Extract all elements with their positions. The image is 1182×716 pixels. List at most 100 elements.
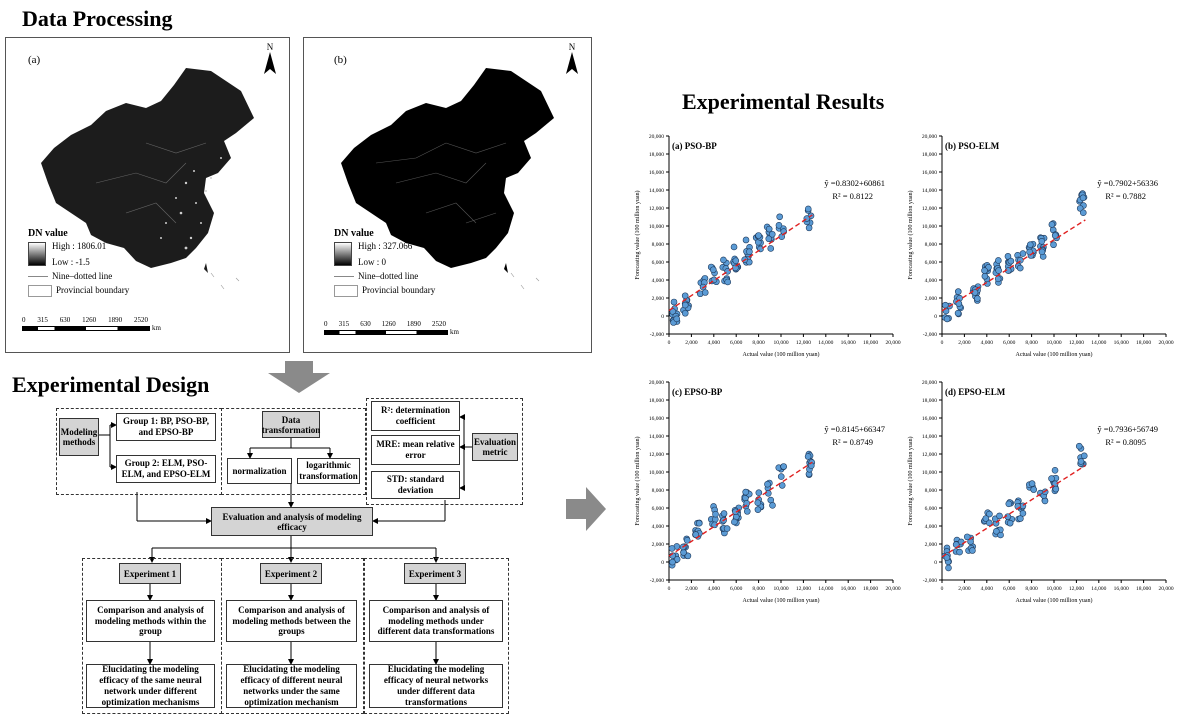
x-tick-label: 10,000 <box>773 586 788 592</box>
nine-dotted-line-swatch <box>28 276 48 278</box>
data-point <box>974 295 981 302</box>
data-point <box>954 309 962 317</box>
y-tick-label: 2,000 <box>652 296 665 302</box>
data-point <box>995 257 1002 264</box>
x-tick-label: 18,000 <box>863 586 878 592</box>
y-tick-label: 18,000 <box>922 152 937 158</box>
data-point <box>681 309 689 317</box>
provincial-boundary-swatch <box>28 285 52 297</box>
x-tick-label: 16,000 <box>841 586 856 592</box>
scale-tick: 2520 <box>133 316 148 324</box>
scale-bar-graphic <box>22 325 150 331</box>
data-point <box>754 506 762 513</box>
data-point <box>764 480 771 488</box>
x-tick-label: 4,000 <box>708 586 721 592</box>
data-point <box>981 272 989 280</box>
data-point <box>942 301 949 309</box>
data-point <box>994 275 1002 283</box>
data-point <box>1080 452 1088 460</box>
data-point <box>680 549 687 556</box>
north-label: N <box>266 42 274 52</box>
y-tick-label: 8,000 <box>652 488 665 494</box>
modeling-methods-box: Modeling methods <box>59 418 99 456</box>
y-tick-label: 20,000 <box>922 134 937 140</box>
x-tick-label: 12,000 <box>1069 340 1084 346</box>
x-tick-label: 14,000 <box>818 586 833 592</box>
data-point <box>996 512 1003 520</box>
data-point <box>1079 209 1087 217</box>
data-point <box>724 278 732 286</box>
x-tick-label: 0 <box>941 340 944 346</box>
data-point <box>720 510 728 517</box>
y-tick-label: 10,000 <box>922 470 937 476</box>
china-map-silhouette <box>341 68 554 290</box>
x-tick-label: 6,000 <box>730 586 743 592</box>
experiment1-step1: Comparison and analysis of modeling meth… <box>86 600 215 642</box>
data-point <box>1052 485 1060 493</box>
x-tick-label: 8,000 <box>752 586 765 592</box>
y-tick-label: 6,000 <box>925 260 938 266</box>
y-tick-label: 12,000 <box>649 206 664 212</box>
data-point <box>981 267 988 274</box>
nine-dotted-line-label: Nine–dotted line <box>52 271 113 281</box>
map-panel-b: (b) N DN value High : 327.066 Low : 0 Nin… <box>303 37 592 353</box>
x-tick-label: 2,000 <box>958 340 971 346</box>
y-tick-label: 12,000 <box>922 452 937 458</box>
x-tick-label: 18,000 <box>863 340 878 346</box>
data-point <box>755 489 763 496</box>
x-tick-label: 18,000 <box>1136 586 1151 592</box>
data-point <box>684 552 692 560</box>
north-label: N <box>568 42 576 52</box>
experiment3-title: Experiment 3 <box>404 563 466 584</box>
chart-title: (a) PSO-BP <box>672 141 717 151</box>
y-axis-label: Forecasting value (100 million yuan) <box>907 437 914 526</box>
data-point <box>804 453 812 460</box>
experimental-design-heading: Experimental Design <box>12 372 210 397</box>
y-tick-label: 16,000 <box>649 416 664 422</box>
y-tick-label: 14,000 <box>649 434 664 440</box>
y-tick-label: 2,000 <box>925 542 938 548</box>
scatter-plot-epso-elm: -2,000 0 2,000 4,000 6,000 8,000 10,000 12,000 1… <box>907 380 1174 604</box>
y-tick-label: 20,000 <box>649 380 664 386</box>
map-tag: (a) <box>28 54 41 66</box>
down-arrow-icon <box>268 361 330 393</box>
experiment3-step1: Comparison and analysis of modeling meth… <box>369 600 503 642</box>
data-point <box>709 266 717 274</box>
y-tick-label: -2,000 <box>650 578 664 584</box>
scale-tick: 1890 <box>108 316 123 324</box>
data-point <box>776 213 783 221</box>
data-point <box>986 510 993 518</box>
experiment1-title: Experiment 1 <box>119 563 181 584</box>
data-point <box>1016 264 1024 272</box>
data-point <box>1028 480 1036 487</box>
x-tick-label: 20,000 <box>885 340 900 346</box>
data-point <box>995 267 1002 274</box>
data-point <box>1026 241 1034 248</box>
data-point <box>669 558 676 566</box>
y-tick-label: 16,000 <box>649 170 664 176</box>
evaluation-metric-box: Evaluation metric <box>472 433 518 461</box>
data-point <box>701 289 709 296</box>
scale-unit: km <box>152 324 161 332</box>
std-box: STD: standard deviation <box>371 471 460 499</box>
group1-box: Group 1: BP, PSO-BP, and EPSO-BP <box>116 413 216 441</box>
x-tick-label: 4,000 <box>981 340 994 346</box>
y-tick-label: 6,000 <box>652 260 665 266</box>
x-tick-label: 14,000 <box>818 340 833 346</box>
map-legend: DN value High : 327.066 Low : 0 Nine–dott… <box>334 228 435 297</box>
experiment3-step2: Elucidating the modeling efficacy of neu… <box>369 664 503 708</box>
legend-high: High : 1806.01 <box>52 241 107 251</box>
scale-tick: 630 <box>59 316 71 324</box>
scale-bar: 0 315 630 1260 1890 2520 km <box>324 320 464 336</box>
y-tick-label: -2,000 <box>650 332 664 338</box>
data-point <box>723 525 731 532</box>
data-point <box>730 243 738 251</box>
data-point <box>683 537 691 544</box>
nine-dotted-line-swatch <box>334 276 354 278</box>
china-map-silhouette <box>41 68 254 290</box>
scale-bar: 0 315 630 1260 1890 2520 km <box>22 316 162 332</box>
regression-equation: ŷ =0.7902+56336 <box>1097 178 1158 188</box>
y-tick-label: 18,000 <box>922 398 937 404</box>
chart-title: (c) EPSO-BP <box>672 387 723 397</box>
